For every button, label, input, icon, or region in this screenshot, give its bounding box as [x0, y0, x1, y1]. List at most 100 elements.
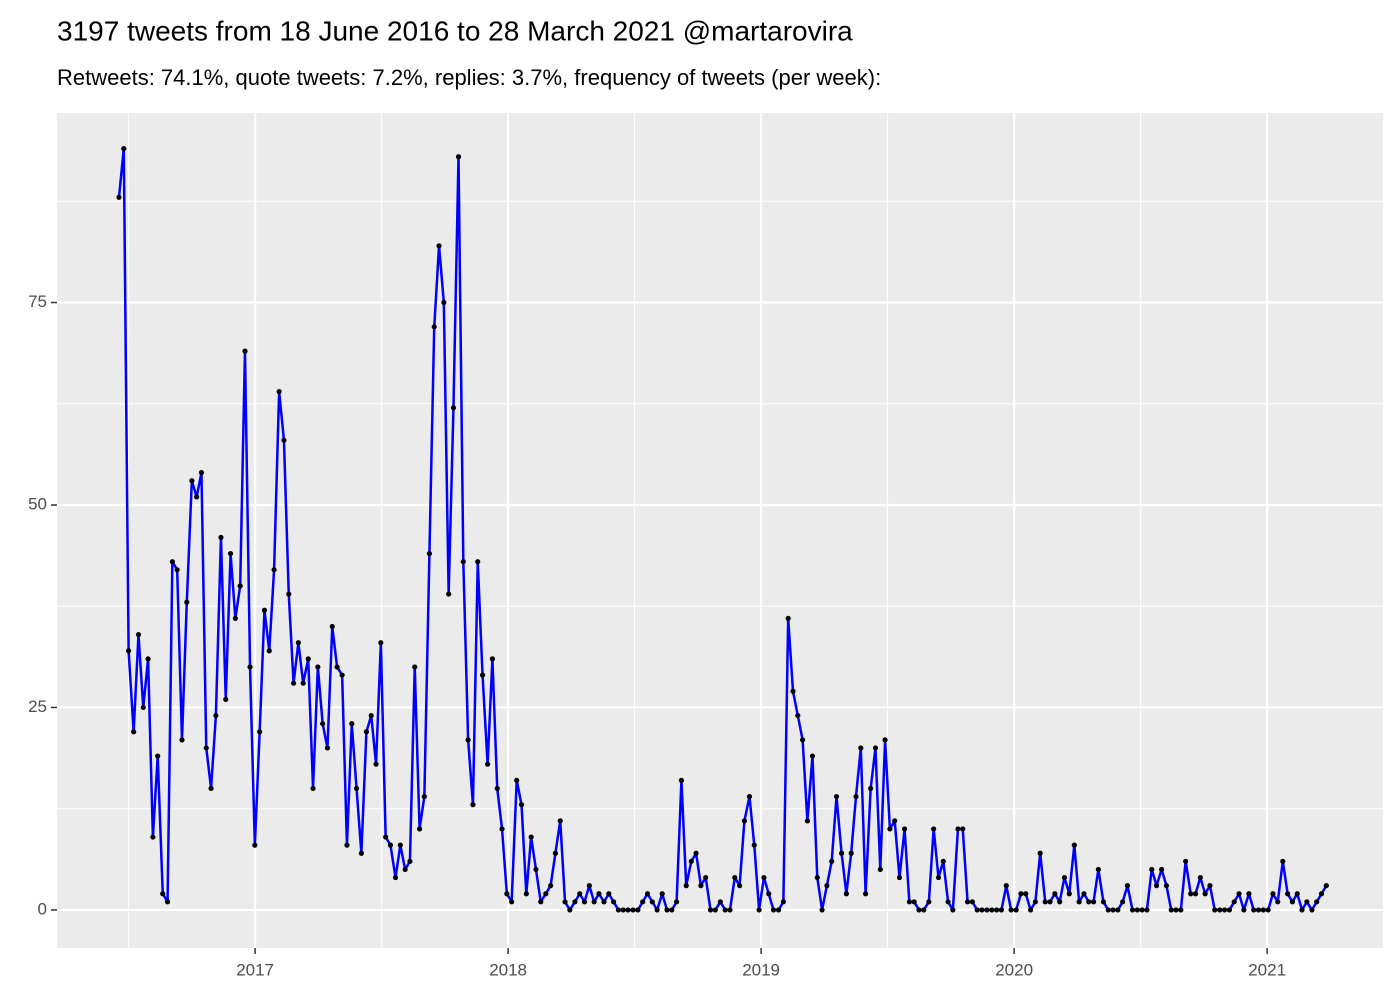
point: [344, 842, 350, 848]
point: [164, 899, 171, 905]
point: [998, 907, 1005, 913]
point: [979, 907, 985, 913]
point: [1207, 883, 1213, 889]
point: [688, 858, 694, 864]
point: [1197, 874, 1203, 881]
point: [1314, 899, 1320, 905]
point: [232, 615, 238, 621]
x-tick-label: 2017: [236, 960, 274, 979]
point: [659, 891, 665, 897]
point: [1188, 891, 1194, 897]
point: [504, 891, 510, 897]
point: [800, 737, 806, 743]
point: [189, 478, 195, 484]
point: [528, 834, 534, 840]
point: [184, 599, 190, 605]
point: [548, 883, 554, 889]
point: [174, 567, 180, 573]
point: [649, 899, 655, 905]
point: [179, 737, 185, 743]
point: [824, 883, 830, 889]
point: [635, 907, 641, 913]
point: [931, 826, 937, 832]
point: [1037, 850, 1043, 856]
point: [300, 680, 306, 686]
point: [572, 899, 578, 905]
point: [785, 615, 791, 621]
point: [892, 818, 898, 824]
point: [1323, 883, 1329, 889]
point: [310, 785, 316, 792]
point: [509, 899, 515, 905]
point: [1173, 907, 1179, 913]
point: [945, 899, 951, 905]
point: [397, 842, 403, 848]
point: [155, 753, 161, 759]
point: [1318, 891, 1325, 897]
point: [383, 834, 389, 840]
point: [407, 858, 413, 864]
point: [722, 907, 728, 913]
point: [1285, 891, 1291, 897]
point: [669, 907, 675, 913]
point: [741, 818, 748, 824]
point: [853, 793, 859, 800]
point: [470, 802, 476, 808]
point: [1052, 891, 1058, 897]
point: [809, 753, 816, 759]
point: [717, 899, 723, 905]
point: [387, 842, 394, 848]
point: [523, 891, 529, 897]
point: [644, 891, 651, 897]
x-tick-label: 2020: [995, 960, 1033, 979]
point: [703, 874, 709, 881]
point: [426, 550, 433, 557]
point: [1105, 907, 1111, 913]
point: [1110, 907, 1116, 913]
point: [339, 672, 345, 678]
point: [863, 891, 869, 897]
x-tick-label: 2021: [1248, 960, 1286, 979]
point: [858, 745, 864, 751]
point: [1134, 907, 1140, 913]
point: [964, 899, 971, 905]
point: [1042, 899, 1048, 905]
point: [1309, 907, 1315, 913]
point: [358, 850, 364, 856]
point: [814, 874, 820, 881]
point: [887, 826, 893, 832]
point: [1057, 899, 1063, 905]
point: [1086, 899, 1092, 905]
point: [926, 899, 932, 905]
point: [1081, 891, 1087, 897]
chart-title: 3197 tweets from 18 June 2016 to 28 Marc…: [57, 15, 853, 46]
point: [829, 858, 835, 864]
point: [247, 664, 253, 670]
point: [989, 907, 995, 913]
point: [533, 866, 539, 873]
point: [611, 899, 617, 905]
point: [1153, 883, 1160, 889]
point: [1255, 907, 1262, 913]
x-tick-label: 2019: [742, 960, 780, 979]
point: [315, 664, 321, 670]
point: [693, 850, 699, 856]
point: [1304, 899, 1310, 905]
point: [1115, 907, 1121, 913]
point: [955, 826, 961, 832]
point: [1294, 891, 1300, 897]
point: [1280, 858, 1286, 864]
point: [1246, 891, 1252, 897]
point: [1192, 891, 1199, 897]
point: [868, 785, 874, 792]
point: [436, 243, 442, 249]
point: [581, 899, 588, 905]
point: [198, 469, 205, 476]
point: [911, 899, 917, 905]
point: [465, 737, 471, 743]
point: [514, 777, 520, 783]
point: [1231, 899, 1237, 905]
point: [751, 842, 757, 848]
point: [1226, 907, 1233, 913]
